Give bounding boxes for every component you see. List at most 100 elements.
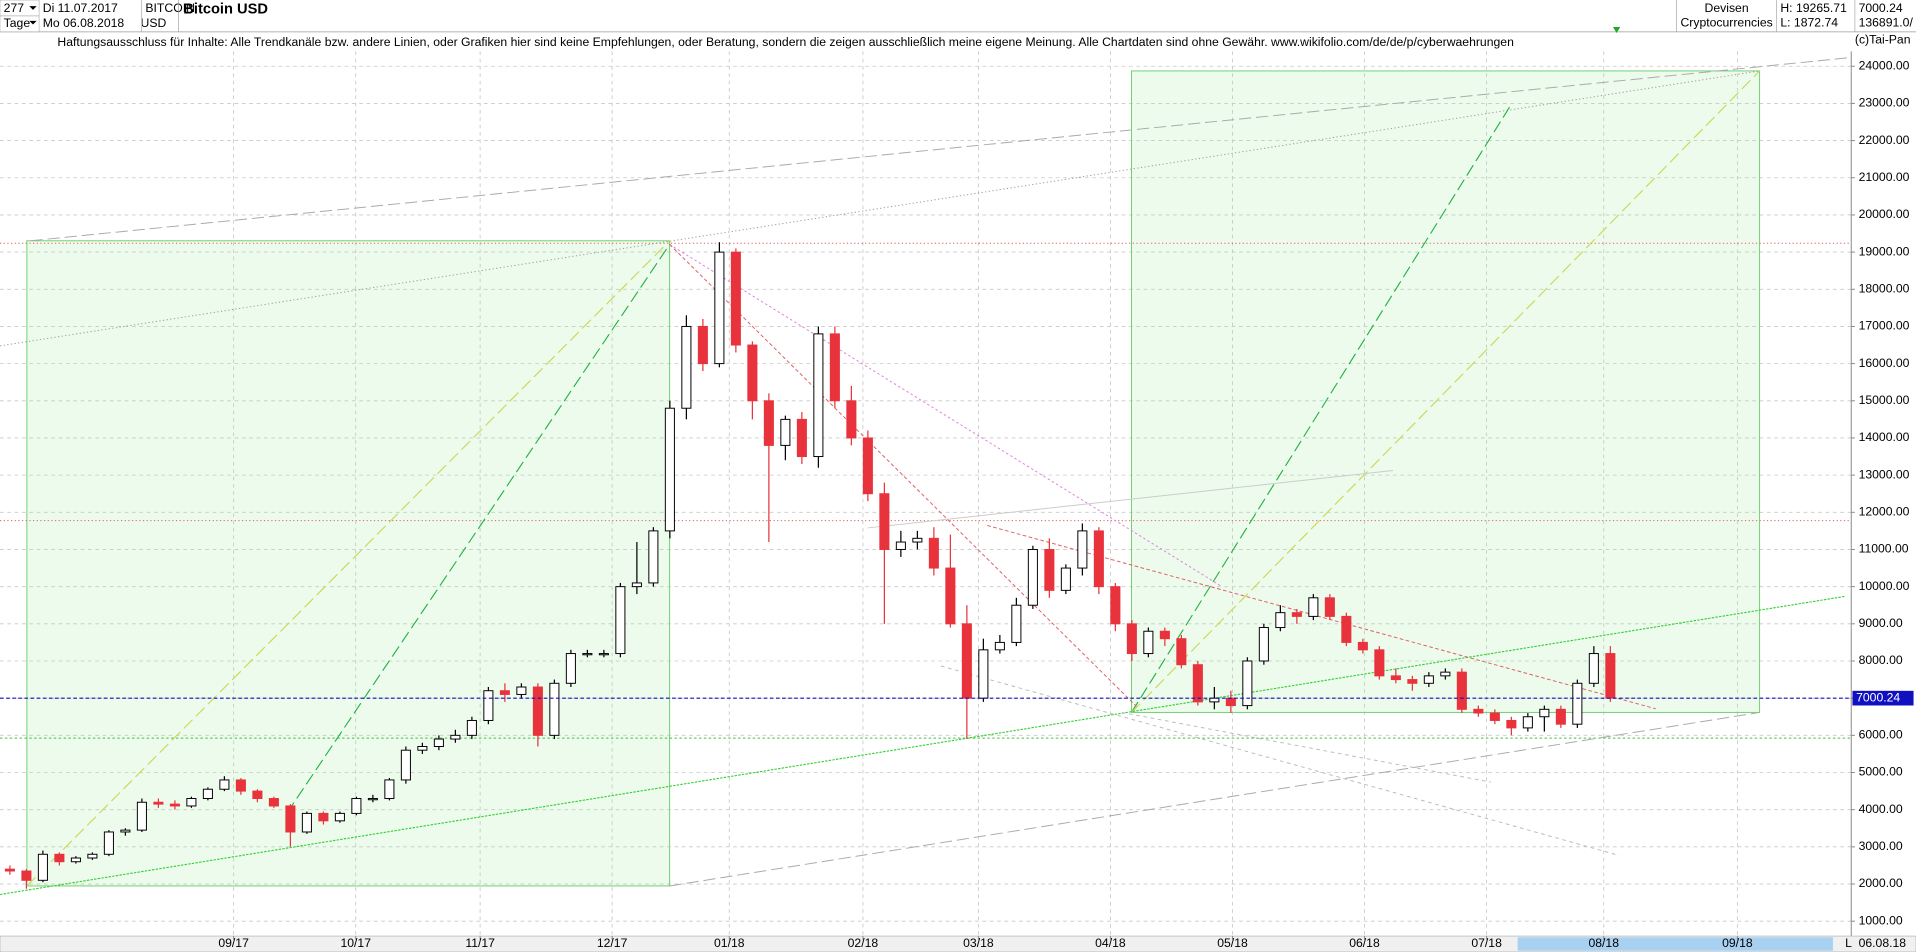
candle-body	[1440, 671, 1451, 677]
candle-body	[450, 734, 461, 740]
trend-line	[987, 525, 1656, 710]
x-tick-label: 01/18	[714, 936, 745, 950]
candle-body	[318, 812, 329, 822]
bars[interactable]: 277	[4, 1, 25, 15]
y-tick-label: 17000.00	[1859, 319, 1910, 333]
candle-body	[1077, 530, 1088, 569]
period[interactable]: Tage	[4, 16, 31, 30]
y-tick-label: 19000.00	[1859, 244, 1910, 258]
candle-body	[1209, 697, 1220, 703]
axes: 1000.00 2000.00 3000.00 4000.00 5000.00 6000.…	[0, 58, 1914, 950]
candle-body	[367, 798, 378, 801]
candle-body	[862, 437, 873, 495]
volume: 136891.0/	[1859, 15, 1914, 29]
annotations	[0, 56, 1852, 896]
trend-line	[26, 240, 671, 887]
trend-line	[669, 244, 1223, 588]
candle-body	[846, 400, 857, 439]
candle-body	[730, 251, 741, 346]
candle-body	[301, 812, 312, 833]
trend-line	[1131, 70, 1760, 713]
candle-body	[1308, 597, 1319, 617]
candle-body	[1390, 675, 1401, 681]
candle-body	[1407, 679, 1418, 684]
candle-body	[1341, 615, 1352, 643]
y-tick-label: 22000.00	[1859, 133, 1910, 147]
y-tick-label: 11000.00	[1859, 542, 1909, 556]
candle-body	[1357, 641, 1368, 651]
candle-body	[153, 801, 164, 805]
symbol: BITCOIN	[145, 1, 195, 15]
candle-body	[879, 493, 890, 550]
candle-body	[813, 333, 824, 458]
x-tick-label: 10/17	[340, 936, 371, 950]
candle-body	[994, 641, 1005, 651]
candle-body	[136, 801, 147, 831]
end-date: 06.08.18	[1859, 936, 1907, 950]
candle-body	[37, 853, 48, 881]
y-tick-label: 13000.00	[1859, 467, 1910, 481]
candle-body	[4, 868, 15, 872]
candle-body	[466, 719, 477, 736]
candle-body	[1143, 630, 1154, 655]
x-tick-label: 08/18	[1588, 936, 1619, 950]
candle-body	[945, 567, 956, 625]
candle-body	[103, 831, 114, 855]
candle-body	[351, 798, 362, 814]
candle-body	[912, 537, 923, 543]
y-tick-label: 16000.00	[1859, 356, 1910, 370]
trend-line	[940, 665, 1620, 856]
scale-mode[interactable]: L	[1845, 936, 1852, 950]
candle-body	[780, 418, 791, 446]
candle-body	[928, 537, 939, 569]
candles	[4, 242, 1616, 889]
candle-body	[1126, 623, 1137, 655]
currency: USD	[141, 16, 167, 30]
candle-body	[1011, 604, 1022, 643]
scroll-thumb[interactable]	[1517, 937, 1833, 951]
candle-body	[1555, 708, 1566, 725]
candle-body	[483, 690, 494, 721]
candle-body	[747, 344, 758, 402]
y-tick-label: 15000.00	[1859, 393, 1910, 407]
candle-body	[565, 653, 576, 684]
y-tick-label: 3000.00	[1859, 839, 1903, 853]
candle-body	[714, 251, 725, 365]
copyright: (c)Tai-Pan	[1855, 33, 1911, 47]
candle-body	[54, 853, 65, 863]
candle-body	[1374, 649, 1385, 677]
candle-body	[202, 788, 213, 800]
current-price-label: 7000.24	[1856, 690, 1900, 704]
y-tick-label: 8000.00	[1859, 653, 1903, 667]
candle-body	[219, 779, 230, 790]
candle-body	[1572, 682, 1583, 725]
candle-body	[1110, 586, 1121, 625]
trend-line	[867, 470, 1394, 529]
candle-body	[532, 686, 543, 736]
candle-body	[681, 325, 692, 409]
candle-body	[1473, 708, 1484, 714]
candle-body	[400, 749, 411, 781]
from-date: Di 11.07.2017	[43, 1, 118, 15]
candle-body	[1423, 675, 1434, 684]
x-tick-label: 09/18	[1722, 936, 1753, 950]
period-dropdown[interactable]	[0, 15, 40, 33]
candle-body	[978, 649, 989, 699]
x-tick-label: 04/18	[1095, 936, 1126, 950]
y-tick-label: 5000.00	[1859, 765, 1903, 779]
x-tick-label: 05/18	[1217, 936, 1248, 950]
x-tick-label: 06/18	[1349, 936, 1380, 950]
candle-body	[961, 623, 972, 699]
candle-body	[384, 779, 395, 800]
candle-body	[1093, 530, 1104, 588]
candle-body	[417, 745, 428, 751]
candle-body	[1324, 597, 1335, 617]
candle-body	[235, 779, 246, 792]
candle-body	[549, 682, 560, 736]
x-tick-label: 02/18	[848, 936, 879, 950]
candle-body	[648, 530, 659, 584]
header: 277 Di 11.07.2017 BITCOIN Tage Mo 06.08.…	[0, 0, 1916, 49]
trend-line	[669, 711, 1760, 887]
